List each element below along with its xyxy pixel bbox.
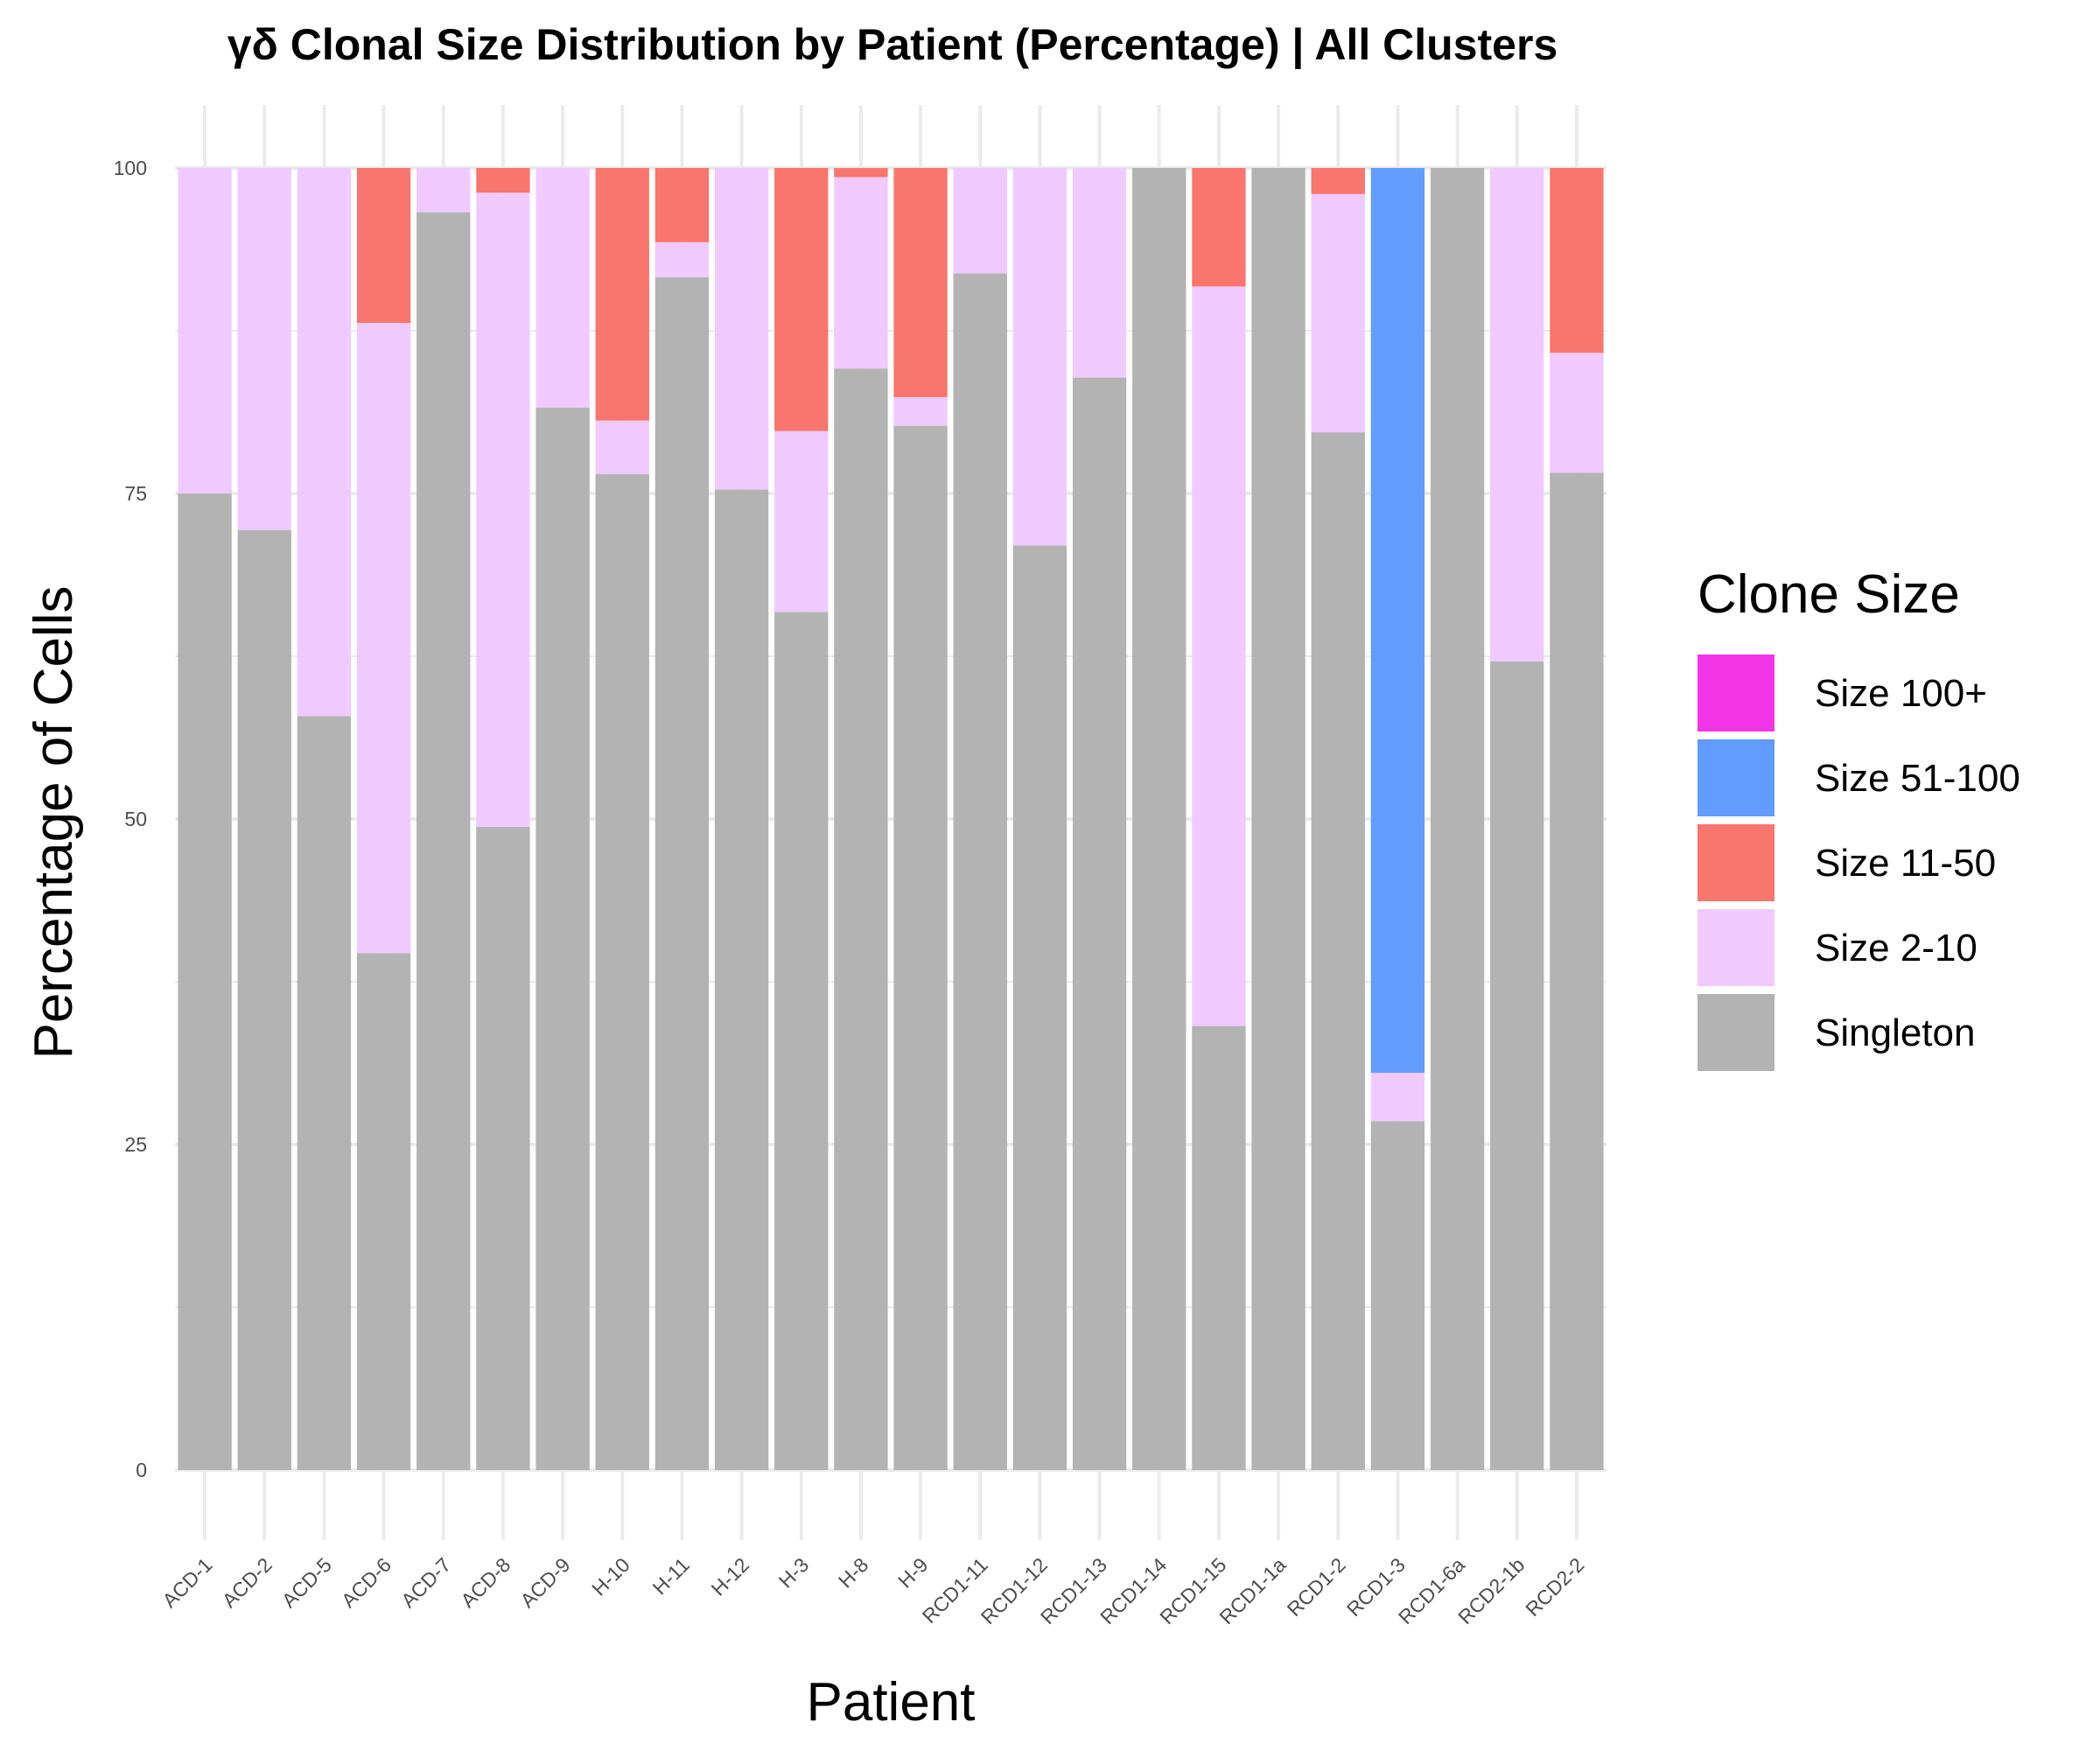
legend-key-size-2-10 bbox=[1698, 909, 1774, 986]
bar-segment-singleton-rcd2-2 bbox=[1550, 472, 1604, 1470]
bar-segment-singleton-rcd1-11 bbox=[953, 273, 1007, 1470]
bar-segment-size-2-10-acd-5 bbox=[297, 168, 352, 717]
bar-segment-singleton-acd-7 bbox=[416, 212, 471, 1470]
x-axis-title: Patient bbox=[806, 1672, 975, 1732]
chart-title: γδ Clonal Size Distribution by Patient (… bbox=[228, 20, 1558, 70]
bar-segment-singleton-h-8 bbox=[834, 368, 888, 1471]
bar-segment-size-11-50-acd-6 bbox=[356, 168, 411, 324]
bar-segment-size-2-10-acd-2 bbox=[237, 168, 291, 530]
bar-segment-size-2-10-h-3 bbox=[774, 430, 829, 612]
bar-segment-size-11-50-rcd1-15 bbox=[1192, 168, 1246, 287]
bar-segment-size-2-10-acd-1 bbox=[178, 168, 232, 494]
bar-segment-size-11-50-acd-8 bbox=[476, 168, 530, 193]
legend-title: Clone Size bbox=[1698, 564, 1960, 625]
bar-segment-singleton-h-9 bbox=[893, 425, 948, 1470]
bar-segment-singleton-rcd2-1b bbox=[1490, 661, 1544, 1470]
bar-segment-singleton-rcd1-14 bbox=[1132, 168, 1186, 1470]
legend-key-singleton bbox=[1698, 994, 1774, 1071]
y-tick-label: 100 bbox=[114, 157, 147, 179]
bar-segment-singleton-h-10 bbox=[595, 473, 649, 1471]
bar-segment-size-11-50-h-3 bbox=[774, 168, 829, 431]
legend-label: Size 11-50 bbox=[1815, 842, 1996, 885]
bar-segment-singleton-rcd1-15 bbox=[1192, 1026, 1246, 1470]
y-tick-label: 75 bbox=[124, 482, 147, 505]
bar-segment-size-2-10-rcd1-12 bbox=[1012, 168, 1068, 546]
bar-segment-size-11-50-h-10 bbox=[595, 168, 649, 421]
y-tick-label: 0 bbox=[136, 1459, 147, 1481]
y-axis-ticks: 0 25 50 75 100 bbox=[114, 157, 147, 1481]
bar-segment-size-2-10-rcd1-15 bbox=[1192, 286, 1246, 1026]
bar-segment-size-2-10-acd-9 bbox=[536, 168, 590, 408]
bar-segment-size-2-10-rcd1-3 bbox=[1370, 1073, 1425, 1122]
bar-segment-singleton-rcd1-3 bbox=[1370, 1121, 1425, 1470]
legend-key-size-11-50 bbox=[1698, 824, 1774, 901]
bar-segment-singleton-acd-5 bbox=[297, 716, 352, 1470]
bar-segment-size-2-10-h-9 bbox=[893, 396, 948, 426]
bar-segment-size-11-50-rcd2-2 bbox=[1550, 168, 1604, 354]
bar-segment-singleton-rcd1-2 bbox=[1311, 432, 1365, 1471]
bar-segment-singleton-acd-9 bbox=[536, 407, 590, 1470]
legend-label: Singleton bbox=[1815, 1012, 1975, 1054]
bar-segment-singleton-h-11 bbox=[654, 276, 710, 1471]
bar-segment-singleton-acd-8 bbox=[476, 826, 530, 1470]
bars bbox=[178, 168, 1604, 1471]
bar-segment-size-2-10-acd-8 bbox=[476, 192, 530, 827]
bar-segment-singleton-acd-6 bbox=[356, 953, 411, 1470]
y-axis-title: Percentage of Cells bbox=[24, 585, 84, 1059]
bar-segment-singleton-rcd1-12 bbox=[1012, 545, 1068, 1470]
bar-segment-singleton-acd-1 bbox=[178, 494, 232, 1470]
legend-key-size-51-100 bbox=[1698, 739, 1774, 816]
bar-segment-size-11-50-h-11 bbox=[654, 168, 710, 242]
legend-key-size-100- bbox=[1698, 654, 1774, 732]
bar-segment-size-11-50-h-9 bbox=[893, 168, 948, 397]
legend-label: Size 2-10 bbox=[1815, 927, 1978, 970]
y-tick-label: 50 bbox=[124, 808, 147, 830]
bar-segment-singleton-h-12 bbox=[714, 489, 769, 1470]
bar-segment-size-11-50-rcd1-2 bbox=[1311, 168, 1365, 194]
bar-segment-size-2-10-rcd1-13 bbox=[1072, 168, 1127, 378]
bar-segment-size-2-10-rcd1-2 bbox=[1311, 193, 1365, 433]
bar-segment-size-2-10-h-12 bbox=[714, 168, 769, 490]
legend-label: Size 51-100 bbox=[1815, 757, 2020, 800]
bar-segment-size-2-10-rcd2-2 bbox=[1550, 353, 1604, 473]
bar-segment-size-2-10-acd-6 bbox=[356, 323, 411, 954]
bar-segment-size-51-100-rcd1-3 bbox=[1370, 168, 1425, 1074]
legend-label: Size 100+ bbox=[1815, 672, 1987, 715]
bar-segment-size-2-10-rcd2-1b bbox=[1490, 168, 1544, 662]
bar-segment-singleton-h-3 bbox=[774, 612, 829, 1470]
bar-segment-size-2-10-h-10 bbox=[595, 420, 649, 474]
bar-segment-size-2-10-h-11 bbox=[654, 242, 710, 277]
bar-segment-singleton-rcd1-6a bbox=[1430, 168, 1485, 1470]
y-tick-label: 25 bbox=[124, 1133, 147, 1156]
bar-segment-singleton-rcd1-1a bbox=[1251, 168, 1306, 1470]
bar-segment-singleton-rcd1-13 bbox=[1072, 377, 1127, 1470]
legend: Clone Size Size 100+ Size 51-100 Size 11-5… bbox=[1698, 564, 2020, 1071]
bar-segment-size-2-10-h-8 bbox=[834, 177, 888, 369]
bar-segment-size-2-10-rcd1-11 bbox=[953, 168, 1007, 274]
bar-segment-size-11-50-h-8 bbox=[834, 168, 888, 178]
bar-segment-singleton-acd-2 bbox=[237, 529, 291, 1470]
bar-segment-size-2-10-acd-7 bbox=[416, 168, 471, 213]
